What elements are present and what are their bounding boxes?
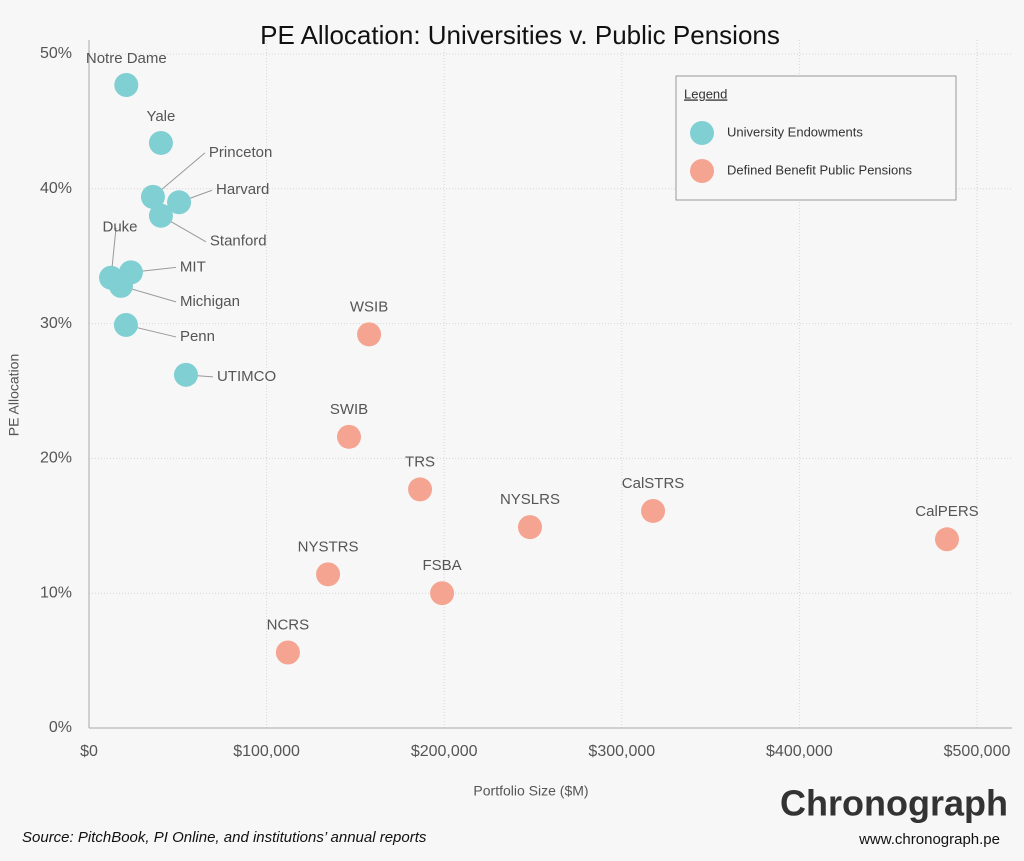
point-label: UTIMCO [217,368,276,385]
point-label: CalSTRS [622,475,685,492]
point-label: WSIB [350,298,388,315]
legend-label: University Endowments [727,124,863,139]
point [641,498,666,523]
point-label: Princeton [209,144,272,161]
x-tick-label: $500,000 [944,743,1011,760]
point [275,640,300,665]
point-label: SWIB [330,401,368,418]
legend-box [675,75,957,201]
point [113,312,138,337]
point-label: Harvard [216,181,269,198]
point-label: TRS [405,453,435,470]
y-tick-label: 50% [40,45,72,62]
y-tick-label: 40% [40,180,72,197]
legend-title: Legend [684,86,727,101]
point [114,73,139,98]
y-tick-label: 30% [40,315,72,332]
point-label: FSBA [422,557,461,574]
point-label: Stanford [210,233,267,250]
point [337,424,362,449]
point-label: Duke [103,219,138,236]
point [148,203,173,228]
y-tick-label: 20% [40,450,72,467]
point [430,581,455,606]
point-label: Michigan [180,293,240,310]
point [173,362,198,387]
point-label: NYSTRS [298,538,359,555]
y-axis-title: PE Allocation [6,354,22,437]
x-tick-label: $200,000 [411,743,478,760]
point [167,190,192,215]
y-tick-label: 0% [49,719,72,736]
point-label: MIT [180,258,206,275]
source-note: Source: PitchBook, PI Online, and instit… [22,829,427,846]
chart-title: PE Allocation: Universities v. Public Pe… [260,20,780,50]
point [517,515,542,540]
legend-marker [690,159,714,183]
point [316,562,341,587]
point [934,527,959,552]
brand-logo: Chronograph [780,783,1008,824]
point [108,273,133,298]
point-label: CalPERS [915,503,978,520]
point [408,477,433,502]
point [148,130,173,155]
legend-marker [690,121,714,145]
x-tick-label: $300,000 [588,743,655,760]
point [140,184,165,209]
point-label: Penn [180,328,215,345]
x-tick-label: $400,000 [766,743,833,760]
point-label: Yale [146,108,175,125]
x-tick-label: $0 [80,743,98,760]
brand-url: www.chronograph.pe [858,831,1000,848]
point-label: NCRS [267,616,310,633]
y-tick-label: 10% [40,584,72,601]
point-label: NYSLRS [500,491,560,508]
point-label: Notre Dame [86,50,167,67]
x-axis-title: Portfolio Size ($M) [473,783,588,799]
x-tick-label: $100,000 [233,743,300,760]
point [357,322,382,347]
legend-label: Defined Benefit Public Pensions [727,162,913,177]
